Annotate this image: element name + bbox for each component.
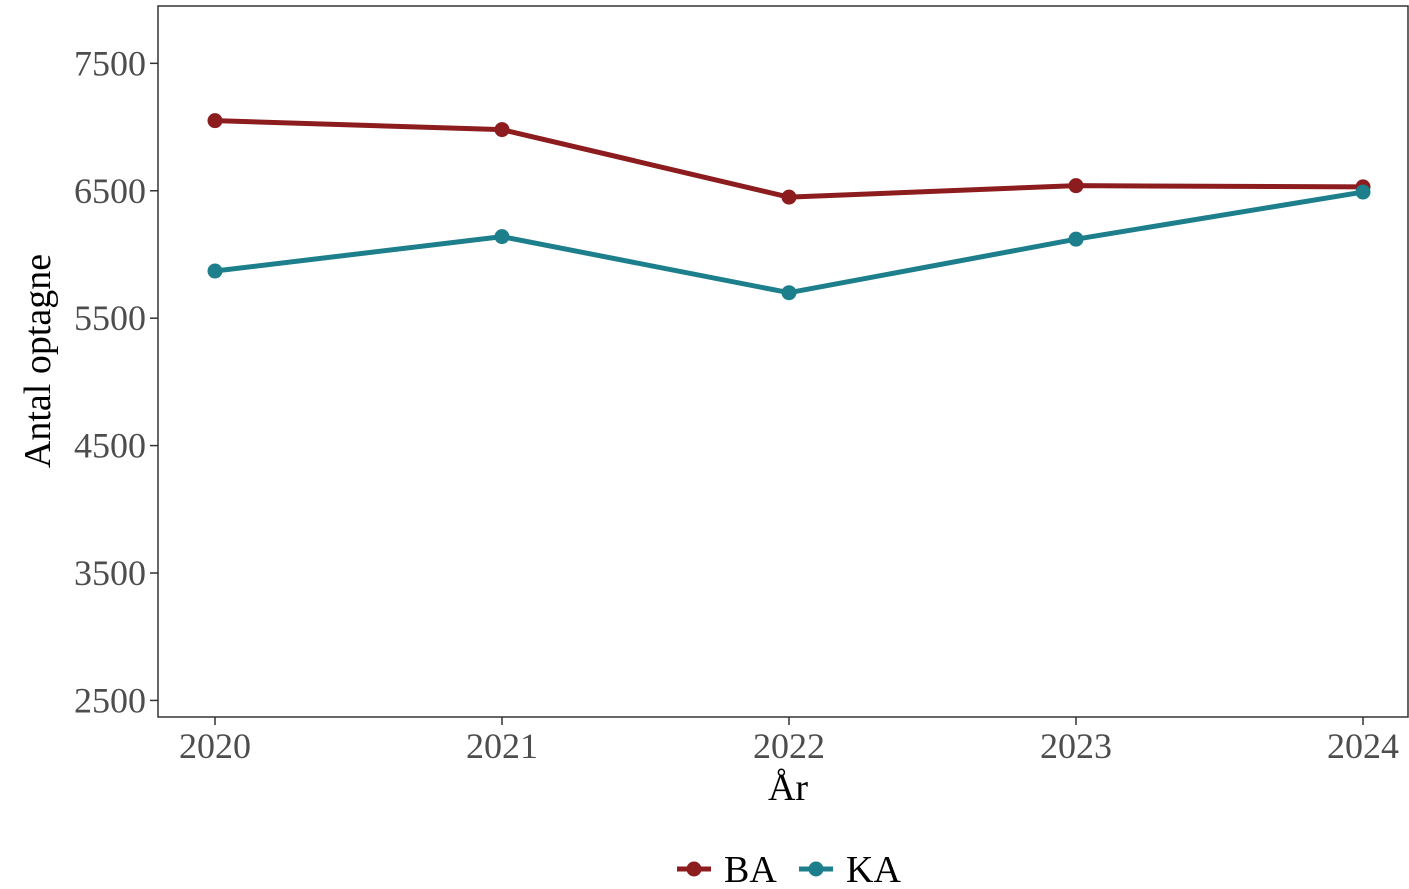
y-tick-label: 3500	[74, 553, 146, 593]
x-tick-label: 2023	[1040, 726, 1112, 766]
y-tick-label: 6500	[74, 171, 146, 211]
series-layer	[207, 113, 1371, 301]
y-tick-label: 7500	[74, 43, 146, 83]
x-axis-title: År	[768, 767, 808, 809]
data-point-ka	[494, 229, 510, 245]
legend-key-point-ka	[808, 861, 824, 877]
x-axis: 2020 2021 2022 2023 2024	[179, 717, 1399, 766]
x-tick-label: 2022	[753, 726, 825, 766]
x-tick-label: 2024	[1327, 726, 1399, 766]
y-axis-title: Antal optagne	[17, 254, 59, 468]
y-axis: 2500 3500 4500 5500 6500 7500	[74, 43, 158, 720]
legend: BA KA	[677, 849, 901, 889]
y-tick-label: 5500	[74, 298, 146, 338]
data-point-ba	[207, 113, 223, 129]
data-point-ka	[1355, 184, 1371, 200]
legend-label-ka: KA	[846, 849, 901, 889]
data-point-ka	[781, 285, 797, 301]
data-point-ka	[1068, 231, 1084, 247]
legend-key-point-ba	[686, 861, 702, 877]
x-tick-label: 2020	[179, 726, 251, 766]
y-tick-label: 2500	[74, 680, 146, 720]
data-point-ka	[207, 263, 223, 279]
plot-panel	[157, 5, 1409, 718]
data-point-ba	[1068, 178, 1084, 194]
data-point-ba	[494, 122, 510, 138]
x-tick-label: 2021	[466, 726, 538, 766]
y-tick-label: 4500	[74, 426, 146, 466]
legend-label-ba: BA	[724, 849, 777, 889]
data-point-ba	[781, 189, 797, 205]
